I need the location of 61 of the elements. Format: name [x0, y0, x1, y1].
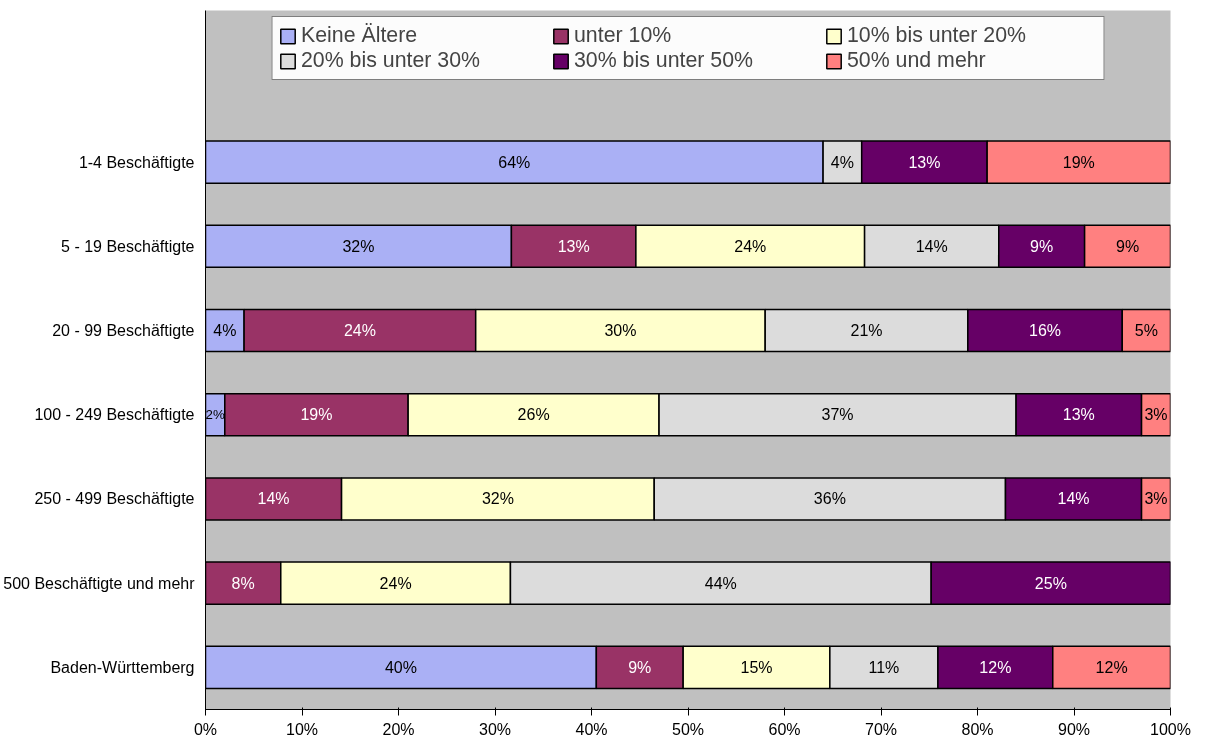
x-tick-label: 0%	[193, 720, 218, 738]
legend-label: unter 10%	[574, 23, 673, 48]
data-label: 5%	[1134, 322, 1158, 340]
y-tick-label: 250 - 499 Beschäftigte	[34, 490, 195, 508]
data-label: 13%	[908, 153, 941, 171]
data-label: 24%	[343, 322, 376, 340]
data-label: 15%	[740, 658, 773, 676]
legend-label: 50% und mehr	[847, 48, 987, 73]
data-label: 9%	[1030, 237, 1054, 255]
data-label: 25%	[1034, 574, 1067, 592]
data-label: 3%	[1144, 490, 1168, 508]
data-label: 24%	[734, 237, 767, 255]
data-label: 26%	[517, 406, 550, 424]
data-label: 44%	[704, 574, 737, 592]
x-tick-label: 20%	[382, 720, 415, 738]
data-label: 40%	[384, 658, 417, 676]
data-label: 8%	[231, 574, 255, 592]
data-label: 13%	[557, 237, 590, 255]
data-label: 64%	[498, 153, 531, 171]
data-label: 24%	[379, 574, 412, 592]
x-tick-label: 70%	[864, 720, 898, 738]
data-label: 11%	[868, 658, 900, 676]
y-tick-label: 500 Beschäftigte und mehr	[3, 574, 196, 592]
data-label: 19%	[1062, 153, 1095, 171]
data-label: 37%	[821, 406, 854, 424]
data-label: 19%	[300, 406, 333, 424]
y-tick-label: Baden-Württemberg	[50, 658, 195, 676]
x-tick-label: 50%	[671, 720, 705, 738]
data-label: 9%	[628, 658, 652, 676]
y-tick-label: 1-4 Beschäftigte	[78, 153, 195, 171]
x-tick-label: 60%	[768, 720, 801, 738]
x-tick-label: 40%	[575, 720, 608, 738]
legend-label: 30% bis unter 50%	[574, 48, 755, 73]
data-label: 2%	[205, 407, 225, 423]
legend-label: Keine Ältere	[301, 23, 419, 48]
legend-label: 10% bis unter 20%	[847, 23, 1028, 48]
data-label: 30%	[604, 322, 637, 340]
x-tick-label: 30%	[478, 720, 512, 738]
data-label: 9%	[1115, 237, 1140, 255]
y-tick-label: 5 - 19 Beschäftigte	[61, 237, 195, 255]
data-label: 4%	[213, 322, 237, 340]
data-label: 16%	[1029, 322, 1062, 340]
x-tick-label: 10%	[285, 720, 319, 738]
legend-label: 20% bis unter 30%	[301, 48, 482, 73]
data-label: 14%	[1057, 490, 1090, 508]
x-tick-label: 100%	[1150, 720, 1191, 738]
data-label: 32%	[342, 237, 375, 255]
y-tick-label: 100 - 249 Beschäftigte	[34, 406, 195, 424]
x-tick-label: 80%	[961, 720, 994, 738]
data-label: 32%	[481, 490, 514, 508]
data-label: 12%	[979, 658, 1012, 676]
data-label: 36%	[813, 490, 846, 508]
data-label: 13%	[1062, 406, 1095, 424]
data-label: 14%	[257, 490, 290, 508]
data-label: 21%	[850, 322, 883, 340]
data-label: 3%	[1144, 406, 1168, 424]
data-label: 12%	[1095, 658, 1128, 676]
data-label: 14%	[915, 237, 948, 255]
y-tick-label: 20 - 99 Beschäftigte	[52, 322, 195, 340]
data-label: 4%	[830, 153, 854, 171]
x-tick-label: 90%	[1057, 720, 1091, 738]
